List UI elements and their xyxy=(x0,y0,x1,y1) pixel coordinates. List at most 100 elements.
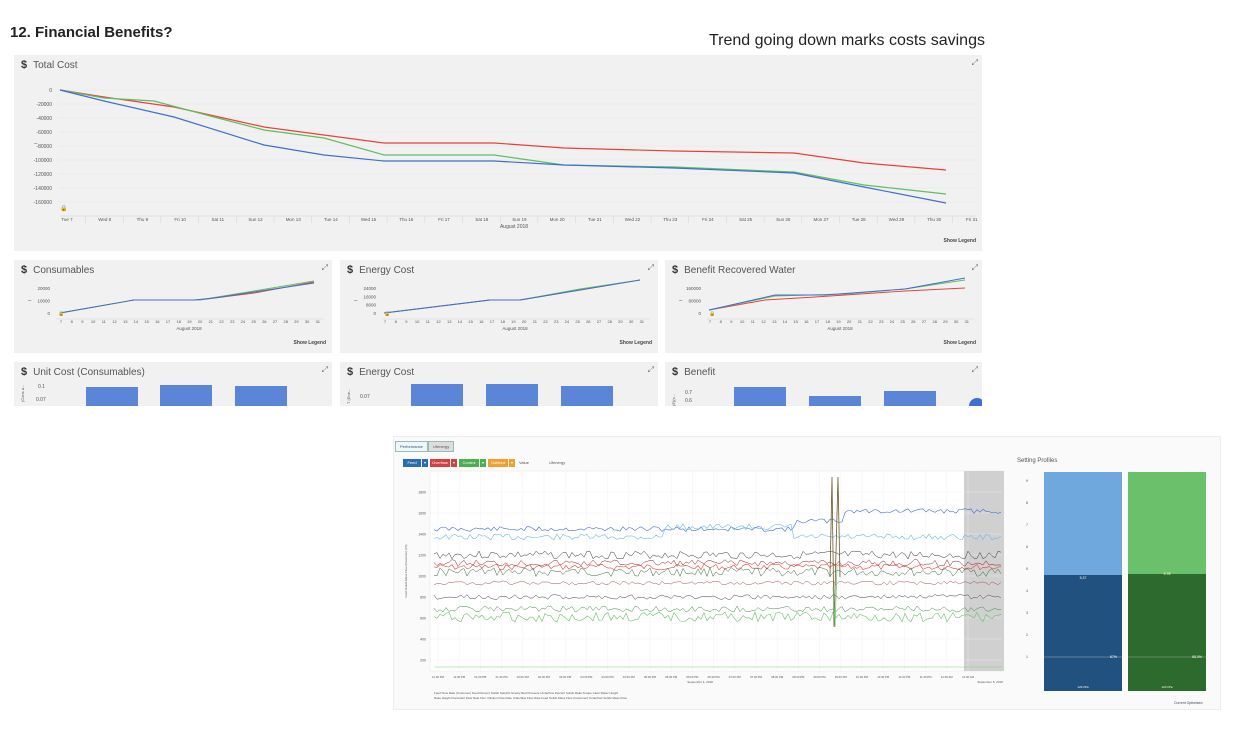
x-tick-label: 08:30 PM xyxy=(792,675,805,679)
x-tick-label: 11 xyxy=(102,319,107,324)
x-tick-label: 24 xyxy=(890,319,895,324)
x-tick-label: 15 xyxy=(793,319,798,324)
control-dropdown[interactable]: ▾ xyxy=(480,459,486,467)
x-tick-label: 25 xyxy=(575,319,580,324)
total-cost-title: $ Total Cost xyxy=(21,59,78,71)
y-tick-label: -80000 xyxy=(36,144,52,150)
x-tick-label: Sat 18 xyxy=(475,217,489,222)
x-tick-label: Sat 25 xyxy=(739,217,753,222)
series-line xyxy=(433,550,1002,560)
feed-button[interactable]: Feed xyxy=(403,459,421,467)
tab-ufenergy[interactable]: Ufenergy xyxy=(428,441,455,452)
y-tick-label: -120000 xyxy=(34,172,53,178)
unit-cost-panel: $ Unit Cost (Consumables) ⤢ 0.1 0.07 (Con… xyxy=(14,362,332,406)
y-tick-label: 400 xyxy=(420,638,426,642)
y-tick-label: 9 xyxy=(1026,479,1028,483)
dollar-icon: $ xyxy=(21,366,28,378)
green-pct: 68.0% xyxy=(1192,655,1202,659)
x-tick-label: 11:30 PM xyxy=(920,675,932,679)
tab-performance[interactable]: Performance xyxy=(395,441,428,452)
feed-dropdown[interactable]: ▾ xyxy=(422,459,428,467)
svg-text:T (Ene...: T (Ene... xyxy=(346,389,351,404)
x-tick-label: 31 xyxy=(316,319,321,324)
blue-upper-bar xyxy=(1044,472,1122,575)
x-tick-label: 25 xyxy=(900,319,905,324)
x-tick-label: 26 xyxy=(911,319,916,324)
series-line xyxy=(433,563,1002,571)
x-tick-label: 9 xyxy=(81,319,84,324)
series-line xyxy=(433,580,1002,586)
x-tick-label: 27 xyxy=(273,319,278,324)
expand-icon[interactable]: ⤢ xyxy=(647,365,654,374)
overflow-dropdown[interactable]: ▾ xyxy=(451,459,457,467)
series-red xyxy=(59,89,947,171)
expand-icon[interactable]: ⤢ xyxy=(321,365,328,374)
blue-value: 5.37 xyxy=(1080,576,1087,580)
svg-text:0.1: 0.1 xyxy=(38,384,45,390)
x-tick-label: 10 xyxy=(740,319,745,324)
bar xyxy=(734,387,786,406)
series-spike xyxy=(829,476,841,628)
outfeed-button[interactable]: Outfeed xyxy=(488,459,508,467)
x-tick-label: 02:00 PM xyxy=(517,675,530,679)
x-tick-label: 29 xyxy=(294,319,299,324)
expand-icon[interactable]: ⤢ xyxy=(647,263,654,272)
x-tick-label: 03:30 PM xyxy=(580,675,593,679)
consumables-title: Consumables xyxy=(33,265,95,276)
setting-profiles-chart: 9 8 7 6 5 4 3 2 1 5.37 5.78 67% 68.0% 120 t/Pa 1… xyxy=(1026,472,1206,705)
forecast-shade xyxy=(964,471,1004,671)
expand-icon[interactable]: ⤢ xyxy=(971,365,978,374)
x-tick-label: 10:00 PM xyxy=(856,675,869,679)
x-tick-label: Sun 19 xyxy=(512,217,527,222)
x-tick-label: 21 xyxy=(858,319,863,324)
expand-icon[interactable]: ⤢ xyxy=(321,263,328,272)
y-tick-label: 1000 xyxy=(418,575,426,579)
overflow-button[interactable]: Overflow xyxy=(430,459,450,467)
x-tick-label: 26 xyxy=(586,319,591,324)
dollar-icon: $ xyxy=(347,264,354,276)
bar xyxy=(561,386,613,406)
x-tick-label: 19 xyxy=(511,319,516,324)
series-blue xyxy=(59,89,947,204)
outfeed-dropdown[interactable]: ▾ xyxy=(509,459,515,467)
x-tick-label: 16 xyxy=(479,319,484,324)
y-tick-label: -140000 xyxy=(34,186,53,192)
control-button[interactable]: Control xyxy=(459,459,479,467)
x-tick-label: Sun 12 xyxy=(248,217,263,222)
y-tick-label: 10000 xyxy=(37,299,50,304)
show-legend-link[interactable]: Show Legend xyxy=(943,340,977,346)
x-tick-label: 09:00 PM xyxy=(814,675,827,679)
green-bottom: 120 t/Pa xyxy=(1161,685,1173,689)
ufenergy-option[interactable]: Ufenergy xyxy=(549,460,566,465)
y-tick-label: 24000 xyxy=(363,286,376,291)
x-tick-label: 16 xyxy=(155,319,160,324)
show-legend-link[interactable]: Show Legend xyxy=(943,238,977,244)
x-tick-label: Sat 11 xyxy=(211,217,224,222)
x-tick-label: 20 xyxy=(847,319,852,324)
x-tick-label: 29 xyxy=(943,319,948,324)
x-tick-label: 11 xyxy=(426,319,431,324)
series-red xyxy=(59,281,315,314)
x-tick-label: 21 xyxy=(209,319,214,324)
x-tick-label: 7 xyxy=(384,319,387,324)
expand-icon[interactable]: ⤢ xyxy=(971,263,978,272)
x-tick-label: 14 xyxy=(783,319,788,324)
value-option[interactable]: Value xyxy=(519,460,529,465)
x-tick-label: 13 xyxy=(123,319,128,324)
y-tick-label: 80000 xyxy=(688,299,701,304)
x-tick-label: 01:00 PM xyxy=(474,675,487,679)
y-tick-label: 2 xyxy=(1026,633,1028,637)
x-tick-label: 9 xyxy=(730,319,733,324)
lock-icon: 🔒 xyxy=(384,310,390,317)
show-legend-link[interactable]: Show Legend xyxy=(293,340,327,346)
blue-bottom: 120 t/Pa xyxy=(1077,685,1089,689)
x-tick-label: 05:00 PM xyxy=(644,675,657,679)
x-tick-label: 7 xyxy=(60,319,63,324)
chat-bubble-icon xyxy=(969,398,982,406)
x-tick-label: Thu 9 xyxy=(137,217,149,222)
expand-icon[interactable]: ⤢ xyxy=(971,58,978,67)
bar xyxy=(86,387,138,406)
x-axis-title: August 2018 xyxy=(502,326,528,331)
series-line xyxy=(433,508,1002,532)
show-legend-link[interactable]: Show Legend xyxy=(619,340,653,346)
